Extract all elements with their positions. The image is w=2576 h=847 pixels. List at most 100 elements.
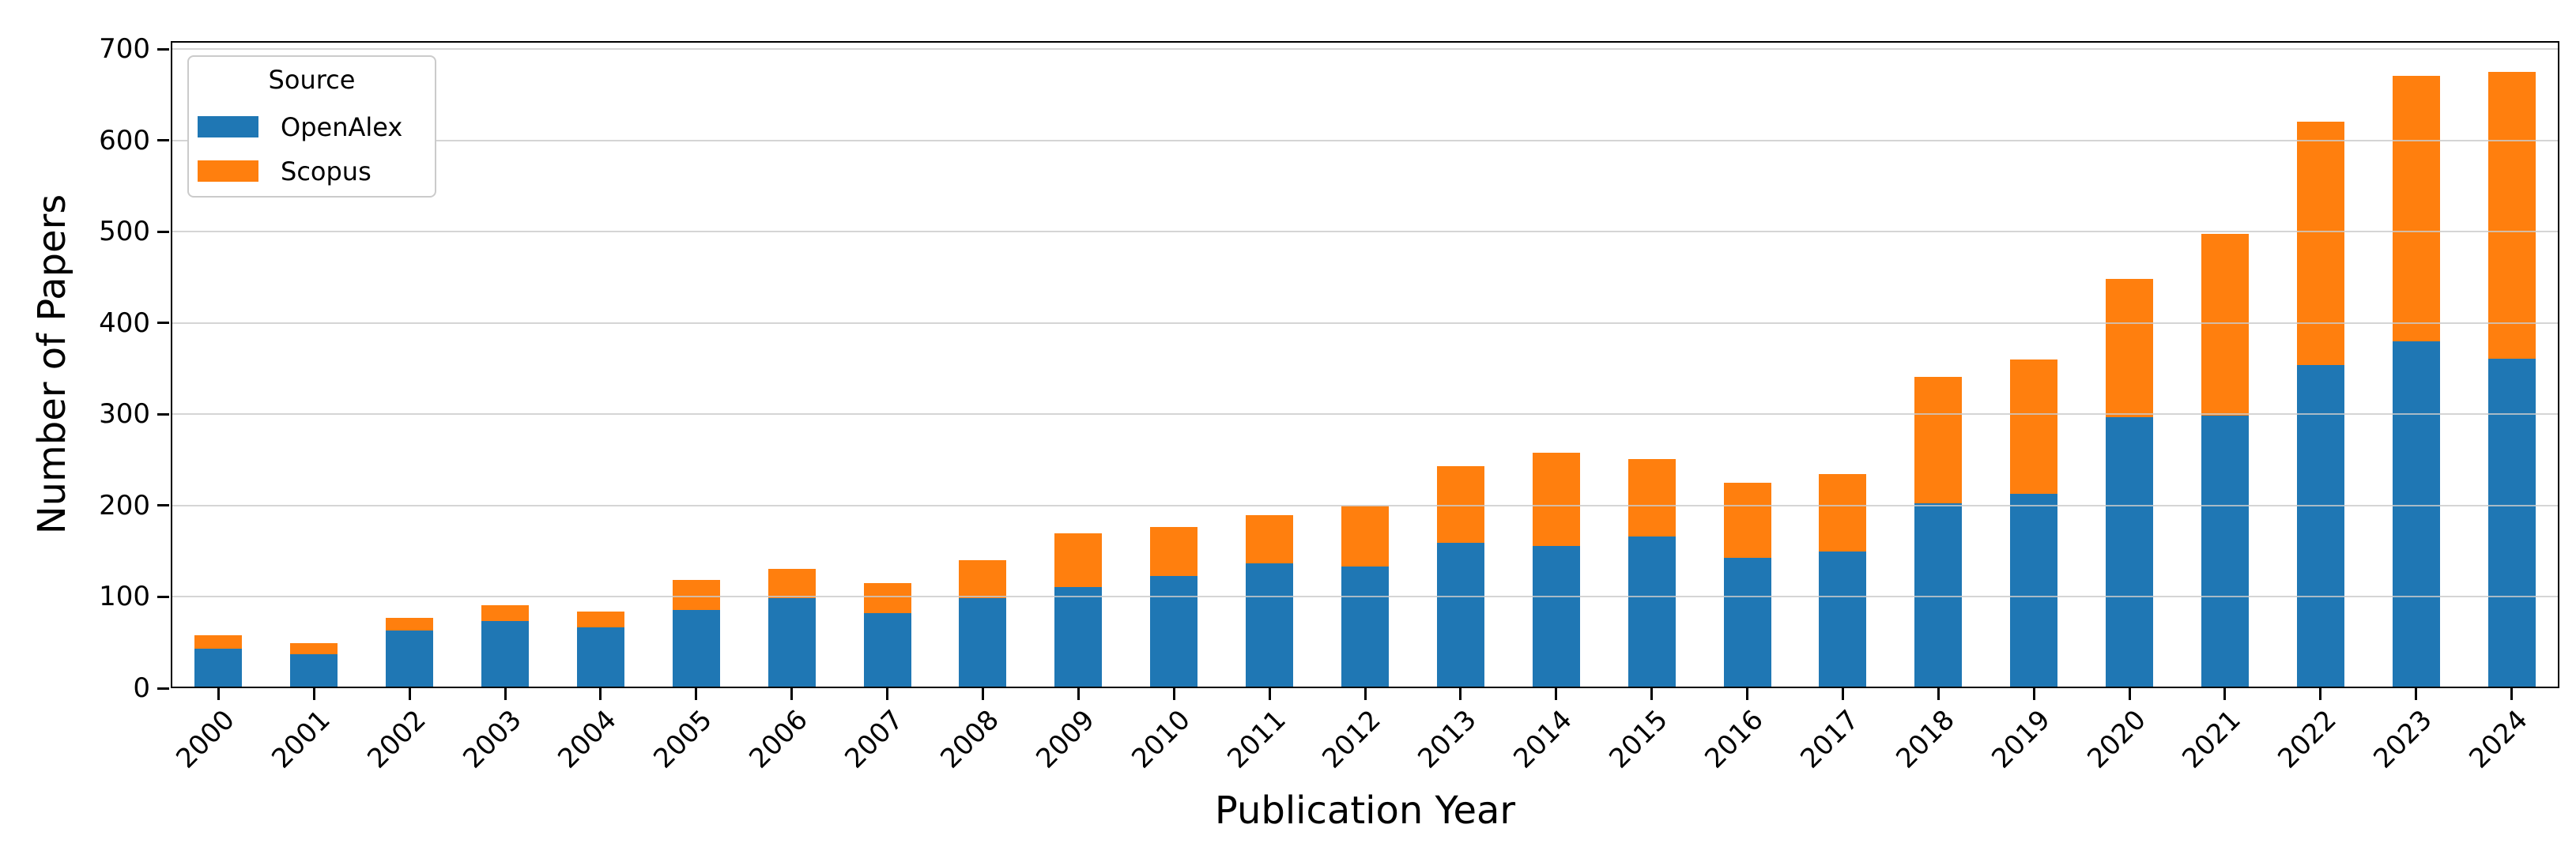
x-tick-label-2016: 2016: [1699, 704, 1770, 775]
bar-scopus-2011: [1246, 514, 1294, 563]
x-tick-label-2005: 2005: [647, 704, 719, 775]
bar-openalex-2023: [2392, 341, 2440, 688]
x-tick-2005: [695, 688, 698, 700]
bar-scopus-2015: [1627, 459, 1676, 537]
bar-scopus-2024: [2487, 72, 2536, 359]
y-tick-200: [157, 504, 169, 507]
bar-openalex-2007: [863, 613, 911, 688]
x-tick-2010: [1172, 688, 1175, 700]
x-tick-2000: [217, 688, 220, 700]
bar-openalex-2015: [1627, 536, 1676, 688]
x-tick-2018: [1937, 688, 1940, 700]
x-tick-label-2011: 2011: [1220, 704, 1292, 775]
x-tick-label-2022: 2022: [2272, 704, 2344, 775]
y-tick-600: [157, 139, 169, 142]
gridline-300: [171, 413, 2559, 416]
bar-openalex-2003: [481, 620, 530, 688]
bar-openalex-2010: [1150, 575, 1198, 688]
x-tick-2020: [2128, 688, 2131, 700]
y-axis-label: Number of Papers: [30, 194, 74, 535]
bar-scopus-2016: [1723, 483, 1771, 558]
y-tick-100: [157, 595, 169, 598]
x-tick-2019: [2032, 688, 2035, 700]
legend-entry-openalex: OpenAlex: [198, 113, 402, 141]
x-tick-label-2012: 2012: [1316, 704, 1388, 775]
bar-scopus-2010: [1150, 526, 1198, 576]
x-tick-label-2018: 2018: [1890, 704, 1961, 775]
x-tick-2013: [1459, 688, 1462, 700]
legend-entry-scopus: Scopus: [198, 157, 372, 186]
x-tick-2015: [1650, 688, 1654, 700]
bar-openalex-2012: [1341, 567, 1389, 688]
x-tick-label-2024: 2024: [2463, 704, 2534, 775]
openalex-swatch: [198, 116, 258, 137]
bar-openalex-2019: [2010, 493, 2058, 688]
bar-openalex-2006: [768, 597, 816, 688]
bar-openalex-2018: [1914, 503, 1963, 688]
gridline-100: [171, 596, 2559, 598]
bar-openalex-2004: [576, 627, 624, 688]
x-tick-2001: [312, 688, 315, 700]
y-tick-label-300: 300: [99, 398, 150, 431]
x-tick-label-2007: 2007: [839, 704, 910, 775]
x-tick-label-2019: 2019: [1985, 704, 2057, 775]
bar-scopus-2000: [194, 635, 243, 649]
legend-title: Source: [268, 65, 356, 95]
bar-openalex-2001: [290, 654, 338, 688]
y-tick-label-200: 200: [99, 489, 150, 521]
x-tick-label-2002: 2002: [361, 704, 432, 775]
legend: Source OpenAlex Scopus: [187, 55, 436, 198]
x-tick-2024: [2510, 688, 2514, 700]
x-tick-label-2020: 2020: [2080, 704, 2152, 775]
bar-scopus-2019: [2010, 360, 2058, 494]
bar-scopus-2020: [2106, 279, 2154, 417]
x-tick-2017: [1841, 688, 1844, 700]
x-axis-label: Publication Year: [1214, 789, 1516, 833]
bar-scopus-2012: [1341, 505, 1389, 567]
x-tick-label-2023: 2023: [2367, 704, 2438, 775]
bar-scopus-2021: [2201, 233, 2249, 416]
legend-label-scopus: Scopus: [281, 156, 372, 186]
x-tick-2003: [504, 688, 507, 700]
bar-scopus-2001: [290, 643, 338, 655]
x-tick-label-2001: 2001: [266, 704, 337, 775]
x-tick-2004: [599, 688, 602, 700]
bar-scopus-2003: [481, 604, 530, 621]
bar-openalex-2024: [2487, 358, 2536, 688]
x-tick-label-2014: 2014: [1507, 704, 1579, 775]
bar-scopus-2023: [2392, 75, 2440, 342]
bar-scopus-2014: [1532, 452, 1580, 546]
bar-openalex-2002: [386, 631, 434, 688]
plot-area: Source OpenAlex Scopus 0 100 200 300 400 500 6…: [99, 33, 2559, 774]
x-tick-label-2006: 2006: [743, 704, 815, 775]
x-tick-label-2010: 2010: [1126, 704, 1197, 775]
x-tick-2009: [1077, 688, 1080, 700]
bar-scopus-2002: [386, 618, 434, 631]
y-tick-label-0: 0: [133, 672, 150, 704]
x-tick-2011: [1268, 688, 1271, 700]
bar-openalex-2014: [1532, 545, 1580, 688]
x-tick-label-2013: 2013: [1412, 704, 1484, 775]
bar-scopus-2005: [672, 579, 720, 610]
y-tick-400: [157, 322, 169, 325]
x-tick-2023: [2415, 688, 2418, 700]
x-tick-label-2009: 2009: [1030, 704, 1101, 775]
bar-openalex-2020: [2106, 416, 2154, 688]
x-tick-2014: [1555, 688, 1558, 700]
x-tick-2008: [981, 688, 984, 700]
x-tick-2021: [2223, 688, 2227, 700]
x-tick-label-2015: 2015: [1603, 704, 1674, 775]
y-tick-300: [157, 412, 169, 416]
bar-openalex-2017: [1819, 551, 1867, 688]
y-tick-label-600: 600: [99, 124, 150, 156]
x-tick-label-2021: 2021: [2176, 704, 2248, 775]
x-tick-label-2017: 2017: [1794, 704, 1865, 775]
x-tick-label-2008: 2008: [934, 704, 1005, 775]
bar-scopus-2017: [1819, 473, 1867, 551]
bar-scopus-2004: [576, 611, 624, 627]
gridline-400: [171, 322, 2559, 324]
y-tick-500: [157, 230, 169, 233]
bar-openalex-2022: [2296, 365, 2344, 688]
bar-openalex-2021: [2201, 415, 2249, 688]
y-tick-label-100: 100: [99, 581, 150, 613]
